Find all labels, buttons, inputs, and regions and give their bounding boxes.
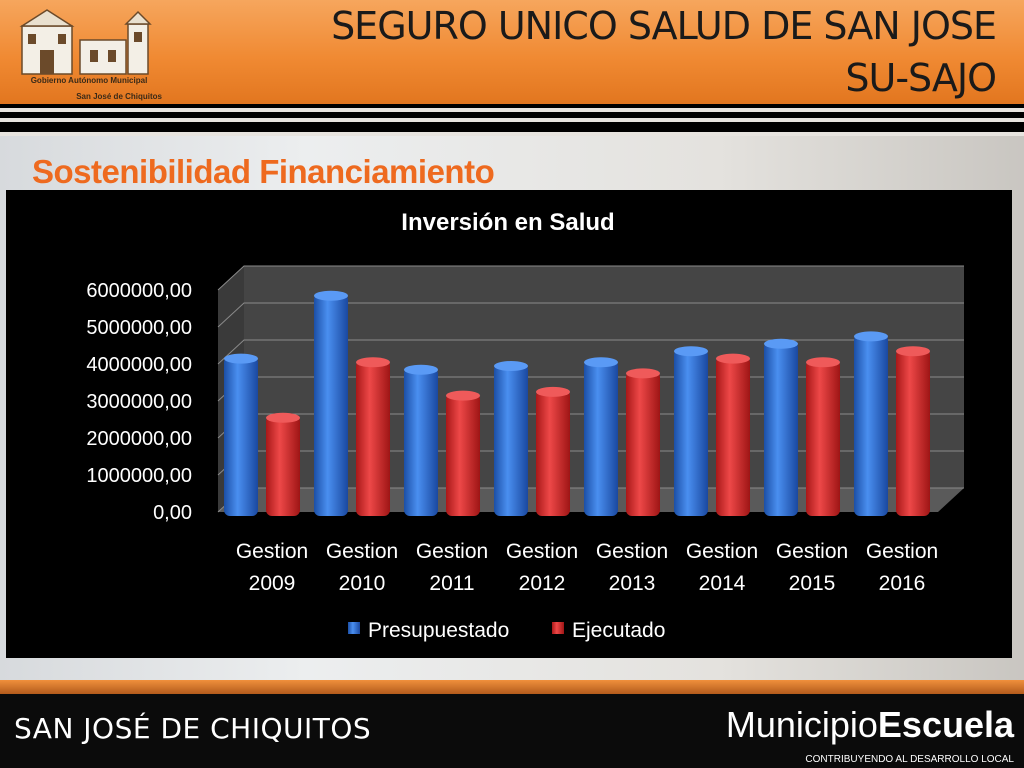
divider	[0, 122, 1024, 132]
bar-top-ejecutado	[626, 368, 660, 379]
bar-top-presupuestado	[494, 361, 528, 371]
x-tick-label: 2015	[789, 572, 836, 595]
legend-swatch-presupuestado	[348, 622, 360, 634]
bar-top-presupuestado	[584, 357, 618, 368]
footer-location: SAN JOSÉ DE CHIQUITOS	[14, 712, 372, 745]
bar-top-ejecutado	[716, 353, 750, 364]
bar-top-presupuestado	[854, 331, 888, 342]
bar-ejecutado	[626, 371, 660, 516]
y-tick-label: 0,00	[153, 502, 192, 524]
footer	[0, 680, 1024, 768]
gridline	[217, 302, 964, 328]
bar-ejecutado	[806, 360, 840, 516]
brand-bold: Escuela	[877, 704, 1014, 745]
x-tick-label: Gestion	[596, 540, 668, 563]
x-tick-label: 2013	[609, 572, 656, 595]
municipal-logo: Gobierno Autónomo Municipal San José de …	[16, 6, 162, 102]
legend-label-ejecutado: Ejecutado	[572, 619, 665, 642]
x-tick-label: 2010	[339, 572, 386, 595]
x-tick-label: Gestion	[866, 540, 938, 563]
x-tick-label: 2009	[249, 572, 296, 595]
x-tick-label: 2012	[519, 572, 566, 595]
y-tick-label: 5000000,00	[86, 317, 192, 339]
page-title-line2: SU-SAJO	[845, 56, 997, 100]
header: Gobierno Autónomo Municipal San José de …	[0, 0, 1024, 104]
bar-ejecutado	[896, 349, 930, 516]
legend-swatch-ejecutado	[552, 622, 564, 634]
footer-stripe	[0, 680, 1024, 694]
legend-label-presupuestado: Presupuestado	[368, 619, 509, 642]
divider	[0, 104, 1024, 108]
bar-chart: Inversión en Salud 0,00 1000000,00 2000000…	[86, 209, 964, 642]
church-icon	[19, 9, 152, 75]
bar-top-ejecutado	[896, 346, 930, 357]
y-tick-label: 3000000,00	[86, 391, 192, 413]
bar-ejecutado	[716, 356, 750, 516]
x-tick-label: Gestion	[326, 540, 398, 563]
x-tick-label: 2016	[879, 572, 926, 595]
bar-top-presupuestado	[404, 364, 438, 375]
bar-presupuestado	[494, 364, 528, 516]
bar-top-presupuestado	[764, 338, 798, 349]
x-tick-label: 2011	[429, 572, 474, 595]
brand-light: Municipio	[725, 704, 878, 745]
logo-text-1: Gobierno Autónomo Municipal	[30, 76, 148, 85]
y-tick-label: 1000000,00	[86, 465, 192, 487]
x-tick-label: Gestion	[236, 540, 308, 563]
bar-top-presupuestado	[314, 290, 348, 301]
bar-presupuestado	[584, 360, 618, 516]
gridline	[217, 265, 964, 291]
bar-top-presupuestado	[674, 346, 708, 357]
logo-text-2: San José de Chiquitos	[76, 92, 162, 101]
bar-top-ejecutado	[806, 357, 840, 368]
x-tick-label: 2014	[699, 572, 746, 595]
bar-presupuestado	[224, 356, 258, 516]
divider	[0, 112, 1024, 118]
bar-ejecutado	[356, 360, 390, 516]
bar-presupuestado	[674, 349, 708, 516]
chart-panel: Inversión en Salud 0,00 1000000,00 2000000…	[6, 190, 1012, 658]
footer-brand: MunicipioEscuela	[726, 704, 1014, 746]
bar-top-ejecutado	[446, 390, 480, 401]
y-tick-label: 2000000,00	[86, 428, 192, 450]
y-tick-label: 4000000,00	[86, 354, 192, 376]
x-tick-label: Gestion	[776, 540, 848, 563]
page-title-line1: SEGURO UNICO SALUD DE SAN JOSE	[331, 4, 997, 48]
bar-top-ejecutado	[536, 386, 570, 397]
y-tick-label: 6000000,00	[86, 280, 192, 302]
bar-ejecutado	[266, 415, 300, 516]
bar-presupuestado	[764, 341, 798, 516]
bar-presupuestado	[404, 367, 438, 516]
bar-presupuestado	[314, 293, 348, 516]
chart-title: Inversión en Salud	[401, 209, 614, 236]
bar-ejecutado	[536, 389, 570, 516]
bar-ejecutado	[446, 393, 480, 516]
footer-tagline: CONTRIBUYENDO AL DESARROLLO LOCAL	[805, 754, 1014, 765]
bar-presupuestado	[854, 334, 888, 516]
x-tick-label: Gestion	[416, 540, 488, 563]
section-subtitle: Sostenibilidad Financiamiento	[32, 153, 495, 190]
x-tick-label: Gestion	[506, 540, 578, 563]
bar-top-ejecutado	[266, 412, 300, 423]
bar-top-ejecutado	[356, 357, 390, 368]
x-tick-label: Gestion	[686, 540, 758, 563]
bar-top-presupuestado	[224, 353, 258, 364]
